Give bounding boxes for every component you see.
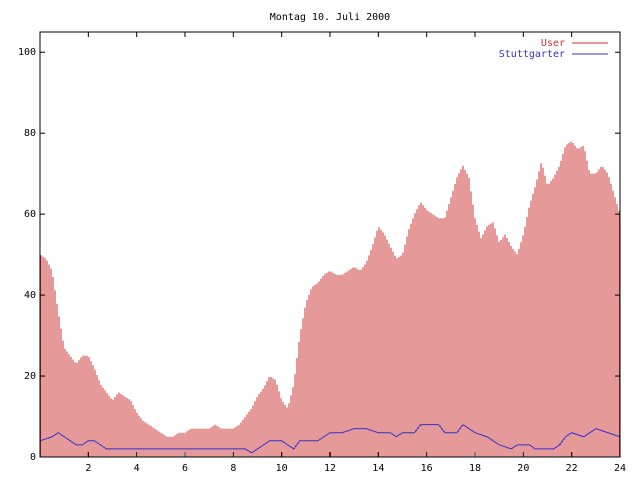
- x-tick-label: 6: [182, 463, 188, 474]
- user-bars: [40, 141, 620, 457]
- legend: User Stuttgarter: [499, 38, 608, 60]
- stuttgarter-line: [39, 423, 621, 454]
- legend-label-user: User: [541, 38, 565, 49]
- x-tick-label: 24: [614, 463, 626, 474]
- x-tick-label: 4: [134, 463, 140, 474]
- y-tick-label: 40: [24, 290, 36, 301]
- legend-label-stuttgarter: Stuttgarter: [499, 49, 565, 60]
- x-tick-label: 18: [469, 463, 481, 474]
- chart-title: Montag 10. Juli 2000: [270, 12, 390, 23]
- y-tick-label: 80: [24, 128, 36, 139]
- x-tick-label: 16: [421, 463, 433, 474]
- x-tick-label: 22: [566, 463, 578, 474]
- x-tick-label: 14: [372, 463, 384, 474]
- x-tick-label: 20: [517, 463, 529, 474]
- y-tick-label: 60: [24, 209, 36, 220]
- y-tick-label: 20: [24, 371, 36, 382]
- y-tick-label: 0: [30, 452, 36, 463]
- stuttgarter-line-layer: [39, 423, 621, 454]
- x-tick-label: 2: [85, 463, 91, 474]
- x-tick-label: 12: [324, 463, 336, 474]
- y-tick-label: 100: [18, 47, 36, 58]
- x-tick-label: 10: [276, 463, 288, 474]
- x-tick-label: 8: [230, 463, 236, 474]
